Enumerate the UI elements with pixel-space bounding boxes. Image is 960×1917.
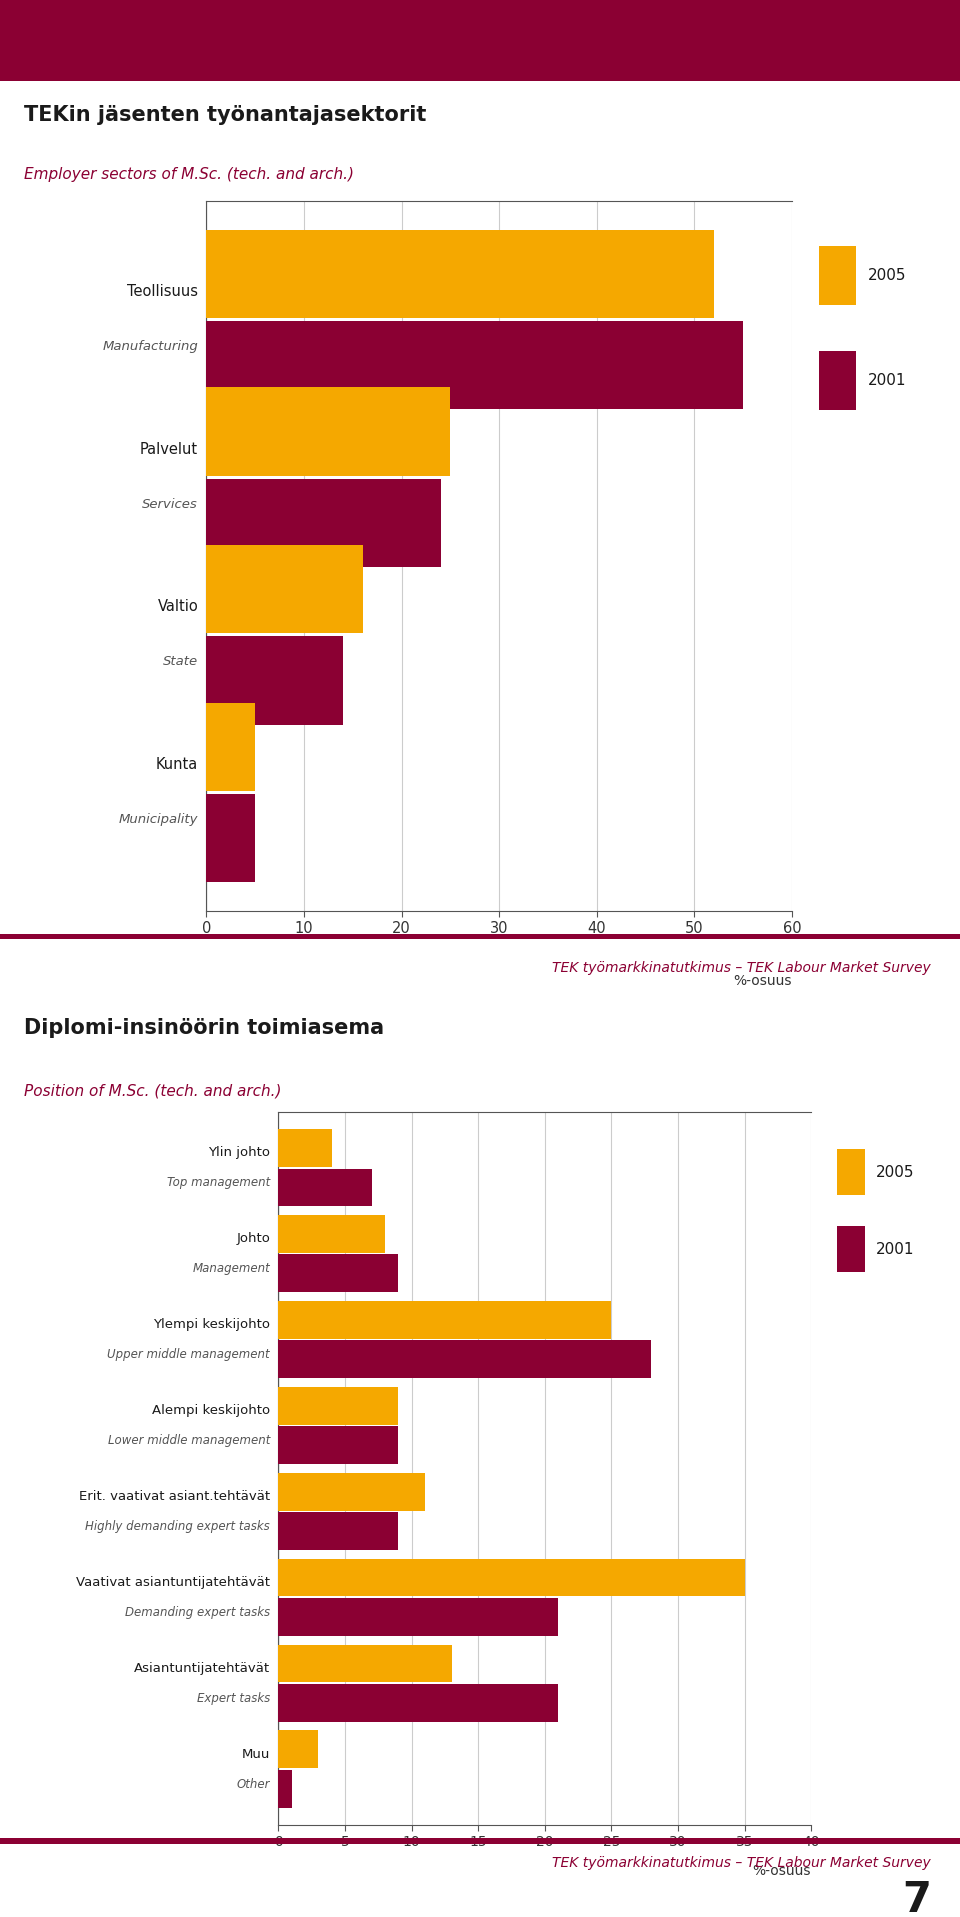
Text: Valtio: Valtio xyxy=(157,600,198,613)
Text: TEK työmarkkinatutkimus – TEK Labour Market Survey: TEK työmarkkinatutkimus – TEK Labour Mar… xyxy=(552,960,931,976)
Text: Demanding expert tasks: Demanding expert tasks xyxy=(125,1606,270,1618)
Bar xyxy=(206,479,441,567)
Bar xyxy=(278,1340,651,1378)
Bar xyxy=(206,702,255,792)
Text: Johto: Johto xyxy=(236,1233,270,1244)
Bar xyxy=(278,1254,398,1292)
Bar xyxy=(278,1169,372,1206)
Text: Ylempi keskijohto: Ylempi keskijohto xyxy=(153,1319,270,1330)
Bar xyxy=(278,1386,398,1424)
Text: Position of M.Sc. (tech. and arch.): Position of M.Sc. (tech. and arch.) xyxy=(24,1083,281,1098)
Bar xyxy=(206,320,743,410)
Bar xyxy=(819,245,856,305)
Bar xyxy=(206,794,255,882)
Bar xyxy=(819,351,856,410)
Bar xyxy=(278,1683,558,1721)
Text: Highly demanding expert tasks: Highly demanding expert tasks xyxy=(85,1520,270,1534)
Text: Municipality: Municipality xyxy=(119,813,198,826)
Text: Palvelut: Palvelut xyxy=(140,441,198,456)
Text: Muu: Muu xyxy=(242,1748,270,1760)
Bar xyxy=(278,1513,398,1551)
Text: Alempi keskijohto: Alempi keskijohto xyxy=(152,1403,270,1417)
Bar xyxy=(206,544,363,633)
Text: Ylin johto: Ylin johto xyxy=(208,1146,270,1160)
Bar xyxy=(278,1302,612,1338)
Text: Top management: Top management xyxy=(167,1177,270,1189)
Bar xyxy=(278,1129,331,1167)
Text: 2001: 2001 xyxy=(868,374,906,389)
Text: Manufacturing: Manufacturing xyxy=(103,339,198,353)
Text: Diplomi-insinöörin toimiasema: Diplomi-insinöörin toimiasema xyxy=(24,1018,384,1037)
Bar xyxy=(278,1769,292,1808)
Text: %-osuus: %-osuus xyxy=(753,1863,811,1879)
Text: TEKin jäsenten työnantajasektorit: TEKin jäsenten työnantajasektorit xyxy=(24,105,426,125)
Text: Teollisuus: Teollisuus xyxy=(127,284,198,299)
Bar xyxy=(837,1150,865,1196)
Bar xyxy=(278,1599,558,1635)
Bar xyxy=(278,1731,319,1767)
Text: Services: Services xyxy=(142,498,198,510)
Bar xyxy=(278,1472,425,1511)
Text: Employer sectors of M.Sc. (tech. and arch.): Employer sectors of M.Sc. (tech. and arc… xyxy=(24,167,354,182)
Text: 2005: 2005 xyxy=(868,268,906,284)
Text: 2005: 2005 xyxy=(876,1166,914,1181)
Text: 2001: 2001 xyxy=(876,1242,914,1258)
Bar xyxy=(837,1227,865,1273)
Text: Upper middle management: Upper middle management xyxy=(108,1348,270,1361)
Text: Expert tasks: Expert tasks xyxy=(197,1693,270,1704)
Text: %-osuus: %-osuus xyxy=(733,974,792,989)
Text: 7: 7 xyxy=(902,1879,931,1917)
Bar xyxy=(206,387,450,475)
Text: Other: Other xyxy=(236,1777,270,1790)
Text: Asiantuntijatehtävät: Asiantuntijatehtävät xyxy=(134,1662,270,1675)
Text: State: State xyxy=(163,656,198,669)
Bar xyxy=(278,1215,385,1254)
Bar xyxy=(206,636,343,725)
Text: Lower middle management: Lower middle management xyxy=(108,1434,270,1447)
Text: Kunta: Kunta xyxy=(156,757,198,773)
Bar xyxy=(278,1559,745,1597)
Text: Erit. vaativat asiant.tehtävät: Erit. vaativat asiant.tehtävät xyxy=(79,1490,270,1503)
Bar xyxy=(278,1645,451,1683)
Text: LABOUR MARKET: LABOUR MARKET xyxy=(353,23,607,50)
Text: Management: Management xyxy=(192,1261,270,1275)
Text: Vaativat asiantuntijatehtävät: Vaativat asiantuntijatehtävät xyxy=(76,1576,270,1589)
Bar xyxy=(206,230,714,318)
Bar xyxy=(278,1426,398,1465)
Text: TEK työmarkkinatutkimus – TEK Labour Market Survey: TEK työmarkkinatutkimus – TEK Labour Mar… xyxy=(552,1856,931,1871)
